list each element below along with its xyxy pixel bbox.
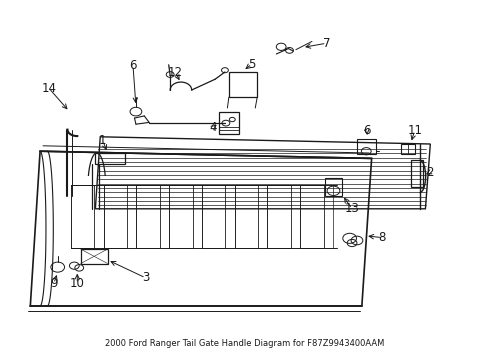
Bar bbox=[228, 72, 257, 97]
Text: 14: 14 bbox=[41, 82, 56, 95]
Bar bbox=[103, 185, 127, 248]
Bar bbox=[410, 160, 422, 187]
Bar bbox=[325, 178, 342, 196]
Bar bbox=[81, 249, 107, 264]
Text: 6: 6 bbox=[362, 124, 370, 137]
Bar bbox=[234, 185, 258, 248]
Text: 2000 Ford Ranger Tail Gate Handle Diagram for F87Z9943400AAM: 2000 Ford Ranger Tail Gate Handle Diagra… bbox=[104, 339, 384, 348]
Text: 7: 7 bbox=[322, 37, 330, 50]
Text: 13: 13 bbox=[344, 202, 359, 215]
Bar bbox=[136, 185, 160, 248]
Bar bbox=[300, 185, 323, 248]
Text: 1: 1 bbox=[99, 134, 106, 147]
Bar bbox=[219, 112, 238, 134]
Text: 8: 8 bbox=[378, 231, 386, 244]
Bar bbox=[169, 185, 192, 248]
Text: 3: 3 bbox=[142, 271, 149, 284]
Bar bbox=[95, 153, 124, 164]
Text: 9: 9 bbox=[50, 277, 58, 290]
Text: 10: 10 bbox=[70, 277, 84, 290]
Bar bbox=[202, 185, 225, 248]
Text: 4: 4 bbox=[208, 121, 216, 134]
Bar bbox=[356, 139, 375, 154]
Text: 12: 12 bbox=[167, 66, 182, 78]
Text: 2: 2 bbox=[426, 166, 433, 179]
Bar bbox=[71, 185, 94, 248]
Bar bbox=[267, 185, 290, 248]
Text: 6: 6 bbox=[129, 59, 137, 72]
Text: 5: 5 bbox=[247, 58, 255, 71]
Text: 11: 11 bbox=[407, 124, 421, 137]
Bar bbox=[400, 144, 414, 154]
